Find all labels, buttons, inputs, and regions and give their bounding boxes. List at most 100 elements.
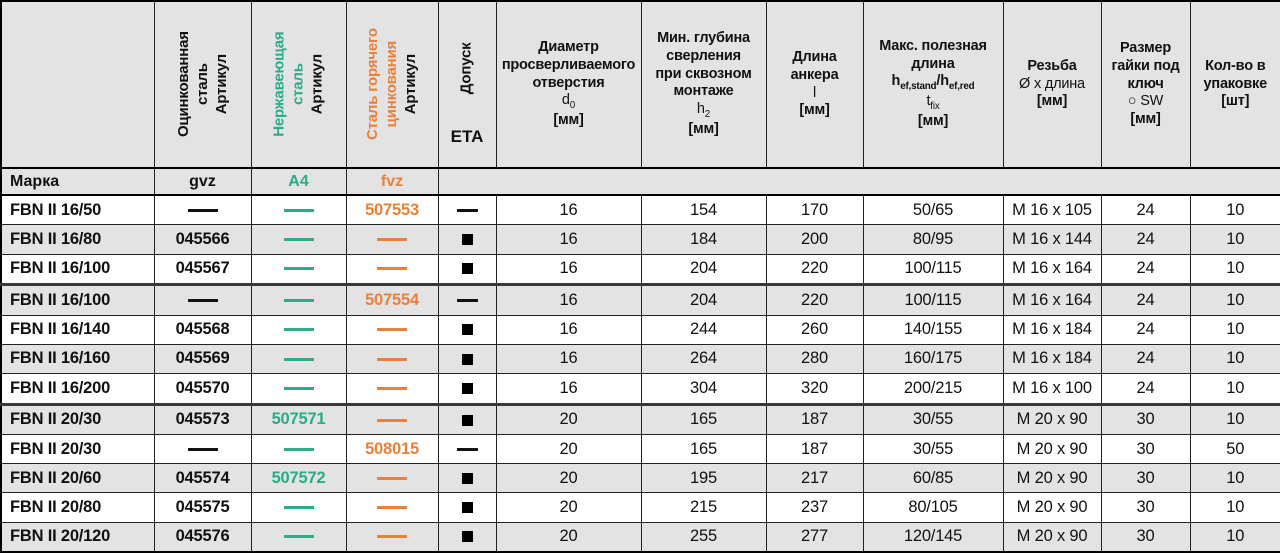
cell-d0: 20 [495,434,642,465]
cell-eta [437,521,497,553]
dash-icon [187,208,218,212]
header-d0: Диаметр просверливаемого отверстия d0 [мм] [495,0,642,169]
cell-eta [437,463,497,494]
cell-l: 280 [765,343,864,374]
cell-h2: 304 [640,372,767,405]
dash-icon [283,386,314,390]
cell-d0: 16 [495,253,642,286]
cell-gvz: 045575 [153,492,252,523]
cell-a4 [250,194,347,226]
cell-l: 260 [765,314,864,345]
approved-square-icon [461,263,473,275]
vertical-label-line: сталь [193,63,211,106]
table-row: FBN II 16/50 507553 16 154 170 50/65 M 16 x 10… [0,194,1280,226]
cell-thread: M 16 x 105 [1002,194,1102,226]
cell-sw: 24 [1100,283,1191,316]
approved-square-icon [461,414,473,426]
vertical-label-line: Нержавеющая [270,31,288,138]
table-row: FBN II 16/200 045570 16 304 320 200/215 M 16 x… [0,372,1280,405]
approved-square-icon [461,234,473,246]
cell-gvz: 045573 [153,402,252,436]
cell-qty: 10 [1189,492,1280,523]
header-line: [мм] [553,112,584,129]
cell-tfix: 60/85 [862,463,1004,494]
cell-eta [437,224,497,255]
cell-d0: 16 [495,372,642,405]
cell-fvz [345,343,439,374]
header-line: Макс. полезная [879,38,987,55]
cell-h2: 154 [640,194,767,226]
cell-a4 [250,343,347,374]
cell-mark: FBN II 16/160 [0,343,155,374]
cell-qty: 10 [1189,253,1280,286]
dash-icon [377,418,407,422]
cell-gvz: 045570 [153,372,252,405]
cell-l: 217 [765,463,864,494]
dash-icon [283,535,314,539]
cell-sw: 24 [1100,372,1191,405]
cell-gvz [153,434,252,465]
cell-l: 200 [765,224,864,255]
table-row: FBN II 20/120 045576 20 255 277 120/145 M 20 x… [0,521,1280,553]
cell-fvz: 507553 [345,194,439,226]
cell-d0: 20 [495,402,642,436]
cell-qty: 10 [1189,343,1280,374]
cell-sw: 24 [1100,343,1191,374]
dash-icon [283,447,314,451]
table-body: Марка gvz A4 fvz FBN II 16/50 507553 16 154 170 5… [0,167,1280,553]
dash-icon [187,299,218,303]
approved-square-icon [461,382,473,394]
cell-h2: 204 [640,253,767,286]
cell-a4 [250,314,347,345]
header-line: Ø х длина [1019,75,1085,92]
cell-qty: 10 [1189,521,1280,553]
vertical-label-line: цинкования [382,41,400,128]
cell-sw: 30 [1100,402,1191,436]
cell-thread: M 16 x 184 [1002,314,1102,345]
cell-tfix: 30/55 [862,434,1004,465]
cell-h2: 165 [640,434,767,465]
dash-icon [456,209,478,212]
cell-mark: FBN II 20/30 [0,434,155,465]
cell-a4 [250,253,347,286]
approved-square-icon [461,531,473,543]
cell-fvz [345,521,439,553]
header-line: монтаже [673,83,734,100]
cell-d0: 16 [495,224,642,255]
cell-sw: 24 [1100,253,1191,286]
header-line: [шт] [1221,93,1250,110]
cell-thread: M 20 x 90 [1002,521,1102,553]
header-line: l [812,84,817,101]
cell-mark: FBN II 20/30 [0,402,155,436]
mark-row-fvz: fvz [345,167,439,196]
header-line: Мин. глубина [657,30,750,47]
header-line: ключ [1127,75,1164,92]
cell-eta [437,253,497,286]
header-line: h2 [696,101,711,120]
cell-d0: 20 [495,521,642,553]
cell-d0: 20 [495,463,642,494]
header-thread: Резьба Ø х длина [мм] [1002,0,1102,169]
cell-gvz: 045567 [153,253,252,286]
cell-fvz [345,224,439,255]
cell-mark: FBN II 16/50 [0,194,155,226]
cell-sw: 24 [1100,314,1191,345]
table-row: FBN II 20/30 508015 20 165 187 30/55 M 20 x 90… [0,434,1280,465]
header-line: отверстия [532,74,605,91]
dash-icon [283,238,314,242]
cell-fvz [345,402,439,436]
cell-sw: 30 [1100,434,1191,465]
header-approval: Допуск ETA [437,0,497,169]
cell-d0: 16 [495,343,642,374]
cell-l: 237 [765,492,864,523]
cell-qty: 10 [1189,194,1280,226]
header-stainless-steel-article: Нержавеющая сталь Артикул [250,0,347,169]
cell-h2: 255 [640,521,767,553]
cell-qty: 10 [1189,283,1280,316]
table-row: FBN II 16/80 045566 16 184 200 80/95 M 16 x 14… [0,224,1280,255]
cell-tfix: 120/145 [862,521,1004,553]
cell-thread: M 20 x 90 [1002,492,1102,523]
cell-mark: FBN II 16/200 [0,372,155,405]
dash-icon [377,357,407,361]
header-line: Резьба [1027,57,1077,74]
